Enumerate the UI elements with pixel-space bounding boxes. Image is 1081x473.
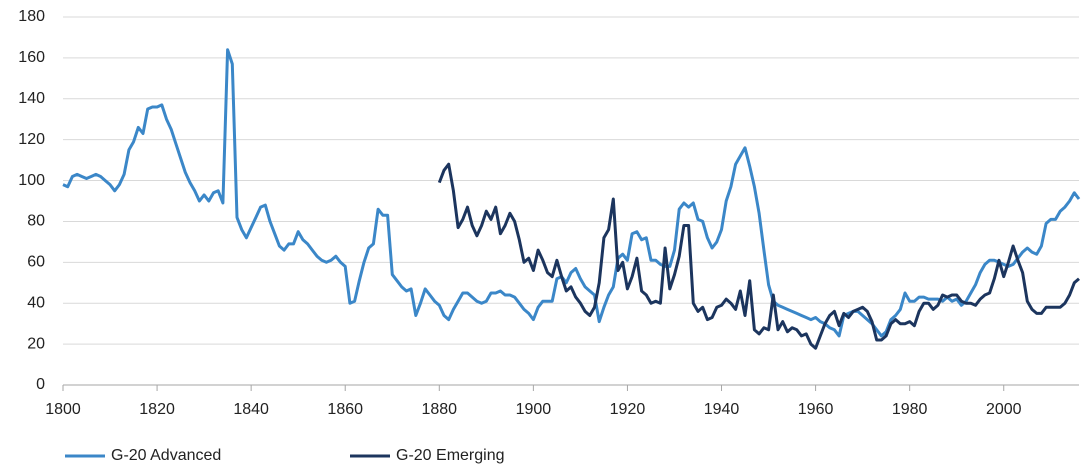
x-tick-label: 1920 [610,401,646,418]
legend-label: G-20 Emerging [396,447,505,464]
y-tick-label: 20 [27,335,45,352]
y-tick-label: 140 [18,90,45,107]
x-tick-label: 1960 [798,401,834,418]
x-tick-label: 2000 [986,401,1022,418]
y-tick-label: 100 [18,172,45,189]
x-tick-label: 1840 [233,401,269,418]
legend-label: G-20 Advanced [111,447,221,464]
y-tick-label: 0 [36,376,45,393]
y-tick-label: 80 [27,213,45,230]
x-tick-label: 1800 [45,401,81,418]
x-tick-label: 1820 [139,401,175,418]
series-line [62,48,1081,338]
y-tick-label: 40 [27,294,45,311]
y-tick-label: 180 [18,8,45,25]
y-tick-label: 160 [18,49,45,66]
x-tick-label: 1880 [421,401,457,418]
x-tick-label: 1980 [892,401,928,418]
y-tick-label: 120 [18,131,45,148]
y-tick-label: 60 [27,254,45,271]
x-tick-label: 1860 [327,401,363,418]
x-tick-label: 1940 [704,401,740,418]
x-tick-label: 1900 [516,401,552,418]
series-line [437,162,1080,350]
